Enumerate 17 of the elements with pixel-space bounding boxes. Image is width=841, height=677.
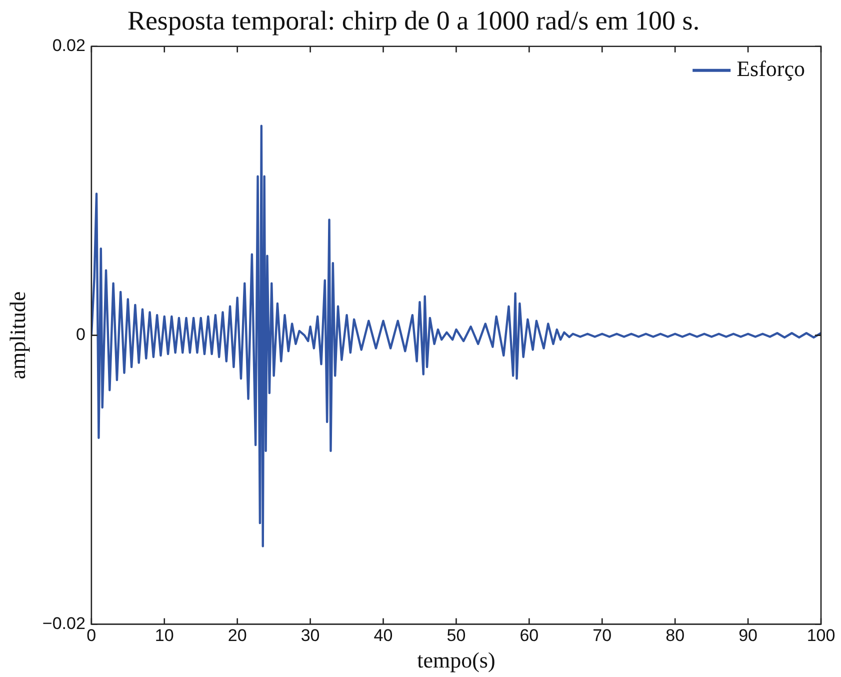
y-tick-label: 0 — [76, 324, 86, 344]
x-tick-label: 30 — [300, 626, 320, 646]
chart-title: Resposta temporal: chirp de 0 a 1000 rad/s em 100 s. — [127, 5, 700, 36]
x-tick-label: 80 — [666, 626, 685, 646]
x-tick-label: 100 — [806, 626, 836, 646]
x-axis-title: tempo(s) — [417, 648, 496, 673]
x-tick-label: 20 — [228, 626, 247, 646]
x-tick-label: 40 — [374, 626, 393, 646]
x-tick-label: 70 — [592, 626, 612, 646]
x-tick-label: 90 — [738, 626, 758, 646]
y-tick-label: 0.02 — [52, 36, 86, 56]
x-tick-label: 50 — [446, 626, 466, 646]
y-axis-title: amplitude — [4, 291, 30, 380]
x-tick-label: 60 — [520, 626, 539, 646]
x-tick-label: 10 — [154, 626, 174, 646]
legend-label: Esforço — [736, 56, 806, 82]
y-tick-label: −0.02 — [42, 614, 86, 633]
